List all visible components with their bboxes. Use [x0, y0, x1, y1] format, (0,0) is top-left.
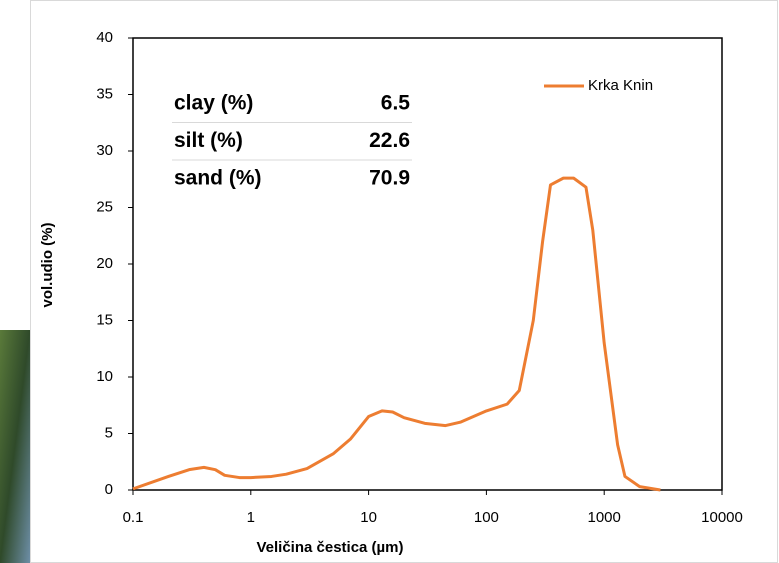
- y-tick-label: 15: [96, 311, 113, 328]
- x-tick-label: 1000: [588, 509, 621, 526]
- table-label: clay (%): [174, 91, 253, 114]
- legend-label: Krka Knin: [588, 77, 653, 94]
- y-tick-label: 5: [105, 424, 113, 441]
- y-tick-label: 35: [96, 85, 113, 102]
- x-tick-label: 10: [360, 509, 377, 526]
- y-axis-title: vol.udio (%): [39, 223, 56, 308]
- x-tick-label: 10000: [701, 509, 743, 526]
- y-tick-label: 0: [105, 481, 113, 498]
- table-value: 6.5: [381, 91, 411, 114]
- chart-area: [30, 0, 778, 563]
- photo-fragment: [0, 330, 30, 563]
- y-tick-label: 40: [96, 29, 113, 46]
- y-tick-label: 30: [96, 142, 113, 159]
- x-tick-label: 0.1: [123, 509, 144, 526]
- table-label: silt (%): [174, 129, 243, 152]
- table-value: 22.6: [369, 129, 410, 152]
- x-tick-label: 1: [247, 509, 255, 526]
- data-line: [132, 176, 661, 492]
- y-tick-label: 25: [96, 198, 113, 215]
- x-axis-title: Veličina čestica (µm): [256, 539, 403, 556]
- table-label: sand (%): [174, 166, 262, 189]
- x-tick-label: 100: [474, 509, 499, 526]
- y-tick-label: 10: [96, 368, 113, 385]
- y-tick-label: 20: [96, 255, 113, 272]
- table-bg: [172, 85, 412, 198]
- table-value: 70.9: [369, 166, 410, 189]
